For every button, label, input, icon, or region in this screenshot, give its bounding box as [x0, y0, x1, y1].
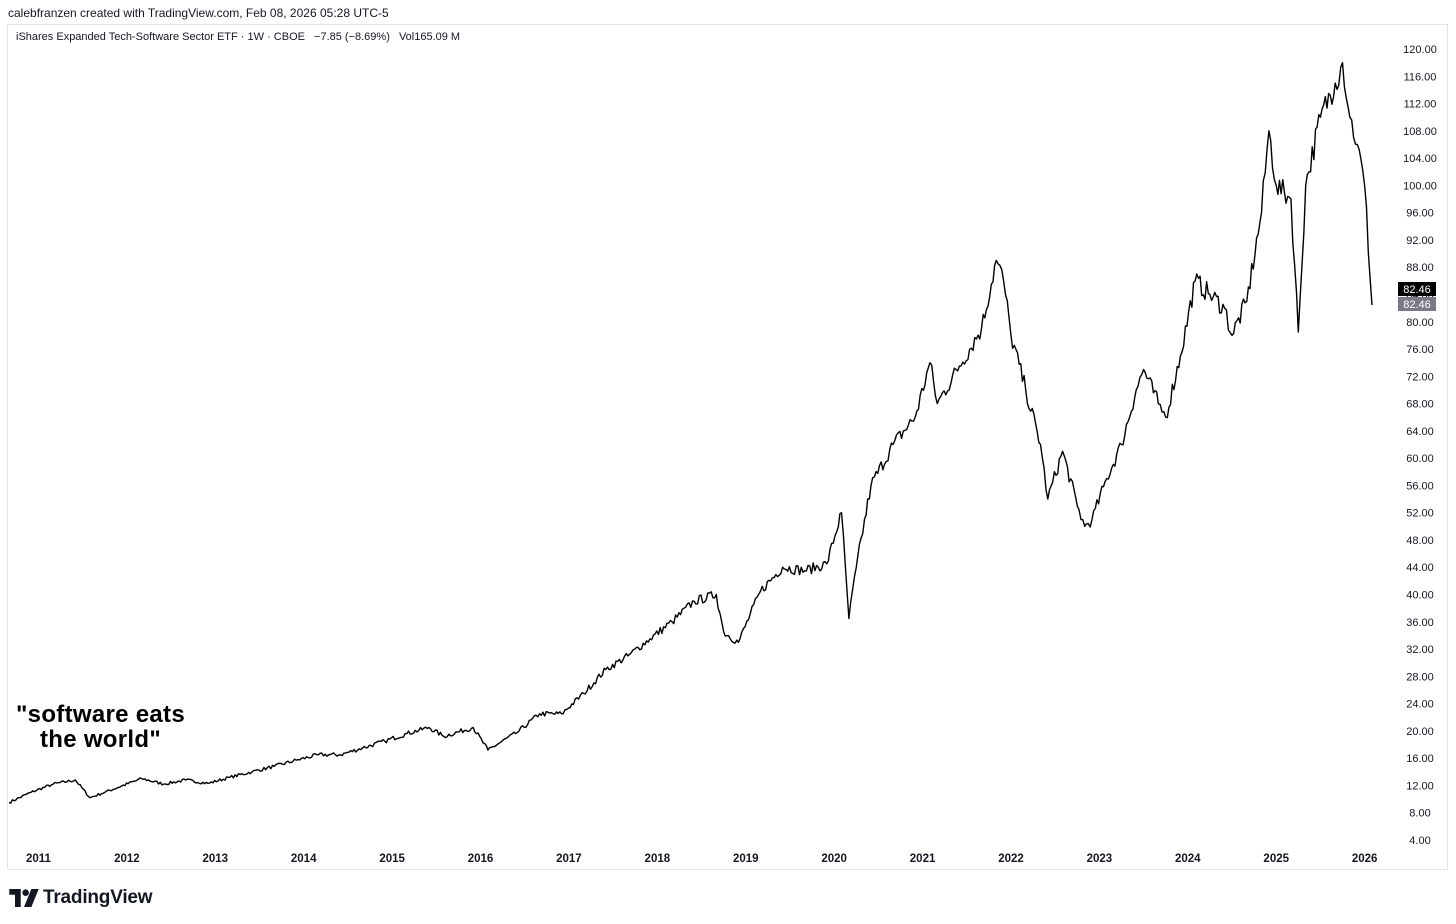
y-tick-label: 64.00: [1406, 426, 1434, 438]
y-tick-label: 44.00: [1406, 562, 1434, 574]
last-price-tag-label: 82.46: [1403, 299, 1431, 311]
y-tick-label: 4.00: [1409, 835, 1430, 847]
last-price-tags: 82.46 82.46: [1398, 282, 1436, 311]
x-tick-label: 2023: [1087, 853, 1113, 865]
y-tick-label: 112.00: [1404, 99, 1437, 111]
x-tick-label: 2024: [1175, 853, 1201, 865]
y-tick-label: 16.00: [1406, 753, 1434, 765]
y-tick-label: 12.00: [1406, 780, 1434, 792]
chart-frame: [7, 24, 1448, 870]
legend-symbol: iShares Expanded Tech-Software Sector ET…: [16, 31, 305, 43]
y-tick-label: 40.00: [1406, 590, 1434, 602]
y-tick-label: 80.00: [1406, 317, 1434, 329]
x-tick-label: 2018: [645, 853, 671, 865]
x-tick-label: 2014: [291, 853, 317, 865]
y-tick-label: 116.00: [1404, 71, 1437, 83]
y-tick-label: 20.00: [1406, 726, 1434, 738]
x-tick-label: 2015: [379, 853, 405, 865]
x-tick-label: 2012: [114, 853, 140, 865]
y-tick-label: 56.00: [1406, 480, 1434, 492]
y-tick-label: 92.00: [1406, 235, 1434, 247]
x-tick-label: 2011: [26, 853, 52, 865]
last-price-tag-bg: [1398, 297, 1436, 311]
x-tick-label: 2017: [556, 853, 582, 865]
y-tick-label: 100.00: [1403, 180, 1437, 192]
y-axis: 120.00 116.00 112.00 108.00 104.00 100.00 96.0…: [1403, 44, 1437, 847]
y-tick-label: 48.00: [1406, 535, 1434, 547]
y-tick-label: 120.00: [1403, 44, 1437, 56]
y-tick-label: 72.00: [1406, 371, 1434, 383]
symbol-legend: iShares Expanded Tech-Software Sector ET…: [16, 31, 466, 43]
x-tick-label: 2026: [1352, 853, 1378, 865]
price-series-line: [8, 61, 1373, 804]
series-layer: [8, 61, 1373, 804]
y-tick-label: 68.00: [1406, 399, 1434, 411]
legend-change: −7.85 (−8.69%): [314, 31, 390, 43]
y-tick-label: 32.00: [1406, 644, 1434, 656]
y-tick-label: 96.00: [1406, 208, 1434, 220]
y-tick-label: 108.00: [1403, 126, 1437, 138]
y-tick-label: 24.00: [1406, 699, 1434, 711]
chart-annotation: "software eats the world": [16, 702, 185, 752]
y-tick-label: 36.00: [1406, 617, 1434, 629]
y-tick-label: 52.00: [1406, 508, 1434, 520]
x-tick-label: 2020: [821, 853, 847, 865]
y-tick-label: 28.00: [1406, 671, 1434, 683]
chart-credit: calebfranzen created with TradingView.co…: [8, 6, 389, 20]
last-price-tag-bg: [1398, 282, 1436, 296]
x-tick-label: 2019: [733, 853, 759, 865]
last-price-tag-label: 82.46: [1403, 284, 1431, 296]
y-tick-label: 60.00: [1406, 453, 1434, 465]
x-tick-label: 2016: [468, 853, 494, 865]
y-tick-label: 104.00: [1403, 153, 1437, 165]
y-tick-label: 76.00: [1406, 344, 1434, 356]
x-tick-label: 2025: [1263, 853, 1289, 865]
y-tick-label: 88.00: [1406, 262, 1434, 274]
x-tick-label: 2013: [202, 853, 228, 865]
x-axis: 2011 2012 2013 2014 2015 2016 2017 2018 2019 2020…: [26, 853, 1377, 865]
tradingview-brand: TradingView: [43, 887, 153, 908]
tradingview-logo[interactable]: TradingView: [9, 885, 153, 911]
x-tick-label: 2022: [998, 853, 1024, 865]
x-tick-label: 2021: [910, 853, 936, 865]
tradingview-logo-icon: [9, 889, 39, 907]
y-tick-label: 8.00: [1409, 808, 1430, 820]
annotation-line-1: "software eats: [16, 701, 185, 728]
legend-volume: Vol165.09 M: [398, 31, 461, 43]
annotation-line-2: the world": [39, 726, 162, 753]
